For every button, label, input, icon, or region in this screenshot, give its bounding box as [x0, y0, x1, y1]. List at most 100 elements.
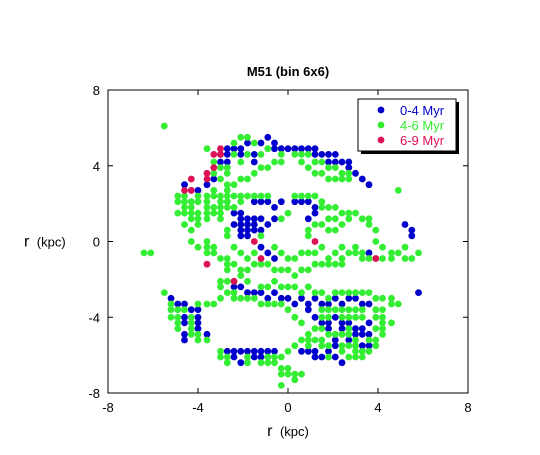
- data-point-1: [264, 192, 272, 200]
- data-point-1: [237, 158, 245, 166]
- data-point-0: [181, 181, 188, 189]
- data-point-1: [217, 347, 224, 355]
- data-point-0: [365, 330, 373, 338]
- data-point-1: [311, 325, 319, 332]
- data-point-0: [203, 330, 211, 338]
- data-point-1: [345, 215, 353, 223]
- data-point-1: [257, 192, 265, 200]
- data-point-1: [352, 306, 359, 314]
- data-point-1: [304, 283, 312, 291]
- data-point-0: [331, 313, 339, 321]
- data-point-1: [338, 243, 346, 251]
- data-point-0: [237, 151, 245, 158]
- data-point-1: [264, 145, 272, 153]
- data-point-0: [365, 342, 373, 350]
- data-point-0: [311, 151, 319, 158]
- data-point-1: [408, 255, 416, 262]
- data-point-0: [345, 158, 353, 166]
- data-point-1: [298, 158, 305, 166]
- data-point-1: [318, 204, 326, 211]
- data-point-0: [217, 158, 224, 166]
- data-point-1: [217, 215, 224, 223]
- data-point-1: [401, 255, 409, 262]
- data-point-1: [311, 260, 319, 268]
- data-point-1: [244, 277, 251, 285]
- data-point-1: [187, 204, 195, 211]
- data-point-0: [237, 359, 245, 367]
- data-point-1: [167, 300, 175, 308]
- data-point-1: [325, 226, 332, 234]
- data-point-2: [372, 255, 380, 262]
- data-point-1: [250, 249, 258, 257]
- data-point-0: [271, 204, 278, 211]
- data-point-1: [237, 198, 245, 206]
- data-point-0: [352, 330, 359, 338]
- data-point-1: [325, 294, 332, 302]
- data-point-1: [291, 283, 299, 291]
- data-point-1: [203, 300, 211, 308]
- data-point-1: [331, 226, 339, 234]
- data-point-1: [311, 289, 319, 296]
- data-point-1: [358, 289, 366, 296]
- data-point-1: [210, 243, 218, 251]
- data-point-1: [311, 192, 319, 200]
- data-point-1: [365, 215, 373, 223]
- data-point-2: [230, 277, 238, 285]
- x-axis-label-main: r: [267, 423, 273, 440]
- data-point-0: [311, 294, 319, 302]
- data-point-1: [210, 192, 218, 200]
- data-point-1: [264, 260, 272, 268]
- data-point-2: [203, 260, 211, 268]
- data-point-0: [250, 151, 258, 158]
- data-point-0: [257, 243, 265, 251]
- data-point-1: [318, 221, 326, 228]
- data-point-0: [358, 330, 366, 338]
- data-point-1: [345, 169, 353, 177]
- data-point-1: [352, 336, 359, 344]
- data-point-1: [223, 192, 231, 200]
- data-point-0: [264, 249, 272, 257]
- data-point-1: [352, 353, 359, 361]
- data-point-1: [277, 249, 285, 257]
- data-point-0: [291, 300, 299, 308]
- data-point-1: [304, 336, 312, 344]
- data-point-1: [160, 122, 168, 130]
- data-point-0: [244, 226, 251, 234]
- data-point-1: [187, 238, 195, 245]
- data-point-1: [277, 151, 285, 158]
- data-point-1: [194, 300, 202, 308]
- data-point-1: [325, 255, 332, 262]
- data-point-0: [325, 347, 332, 355]
- data-point-1: [223, 289, 231, 296]
- data-point-1: [181, 204, 188, 211]
- data-point-1: [264, 300, 272, 308]
- data-point-1: [358, 313, 366, 321]
- data-point-0: [318, 151, 326, 158]
- data-point-0: [257, 353, 265, 361]
- data-point-1: [379, 306, 386, 314]
- data-point-1: [304, 330, 312, 338]
- data-point-0: [304, 347, 312, 355]
- data-point-1: [244, 359, 251, 367]
- data-point-1: [203, 204, 211, 211]
- data-point-1: [271, 266, 278, 274]
- data-point-0: [304, 306, 312, 314]
- data-point-1: [379, 319, 386, 327]
- data-point-0: [365, 300, 373, 308]
- data-point-1: [264, 283, 272, 291]
- data-point-1: [318, 342, 326, 350]
- data-point-1: [345, 353, 353, 361]
- data-point-1: [352, 209, 359, 217]
- data-point-1: [331, 289, 339, 296]
- data-point-1: [250, 169, 258, 177]
- data-point-1: [203, 198, 211, 206]
- data-point-0: [187, 306, 195, 314]
- data-point-1: [230, 151, 238, 158]
- data-point-1: [271, 359, 278, 367]
- data-point-1: [181, 192, 188, 200]
- data-point-1: [217, 277, 224, 285]
- data-point-1: [304, 232, 312, 240]
- data-point-1: [271, 277, 278, 285]
- data-point-1: [244, 133, 251, 141]
